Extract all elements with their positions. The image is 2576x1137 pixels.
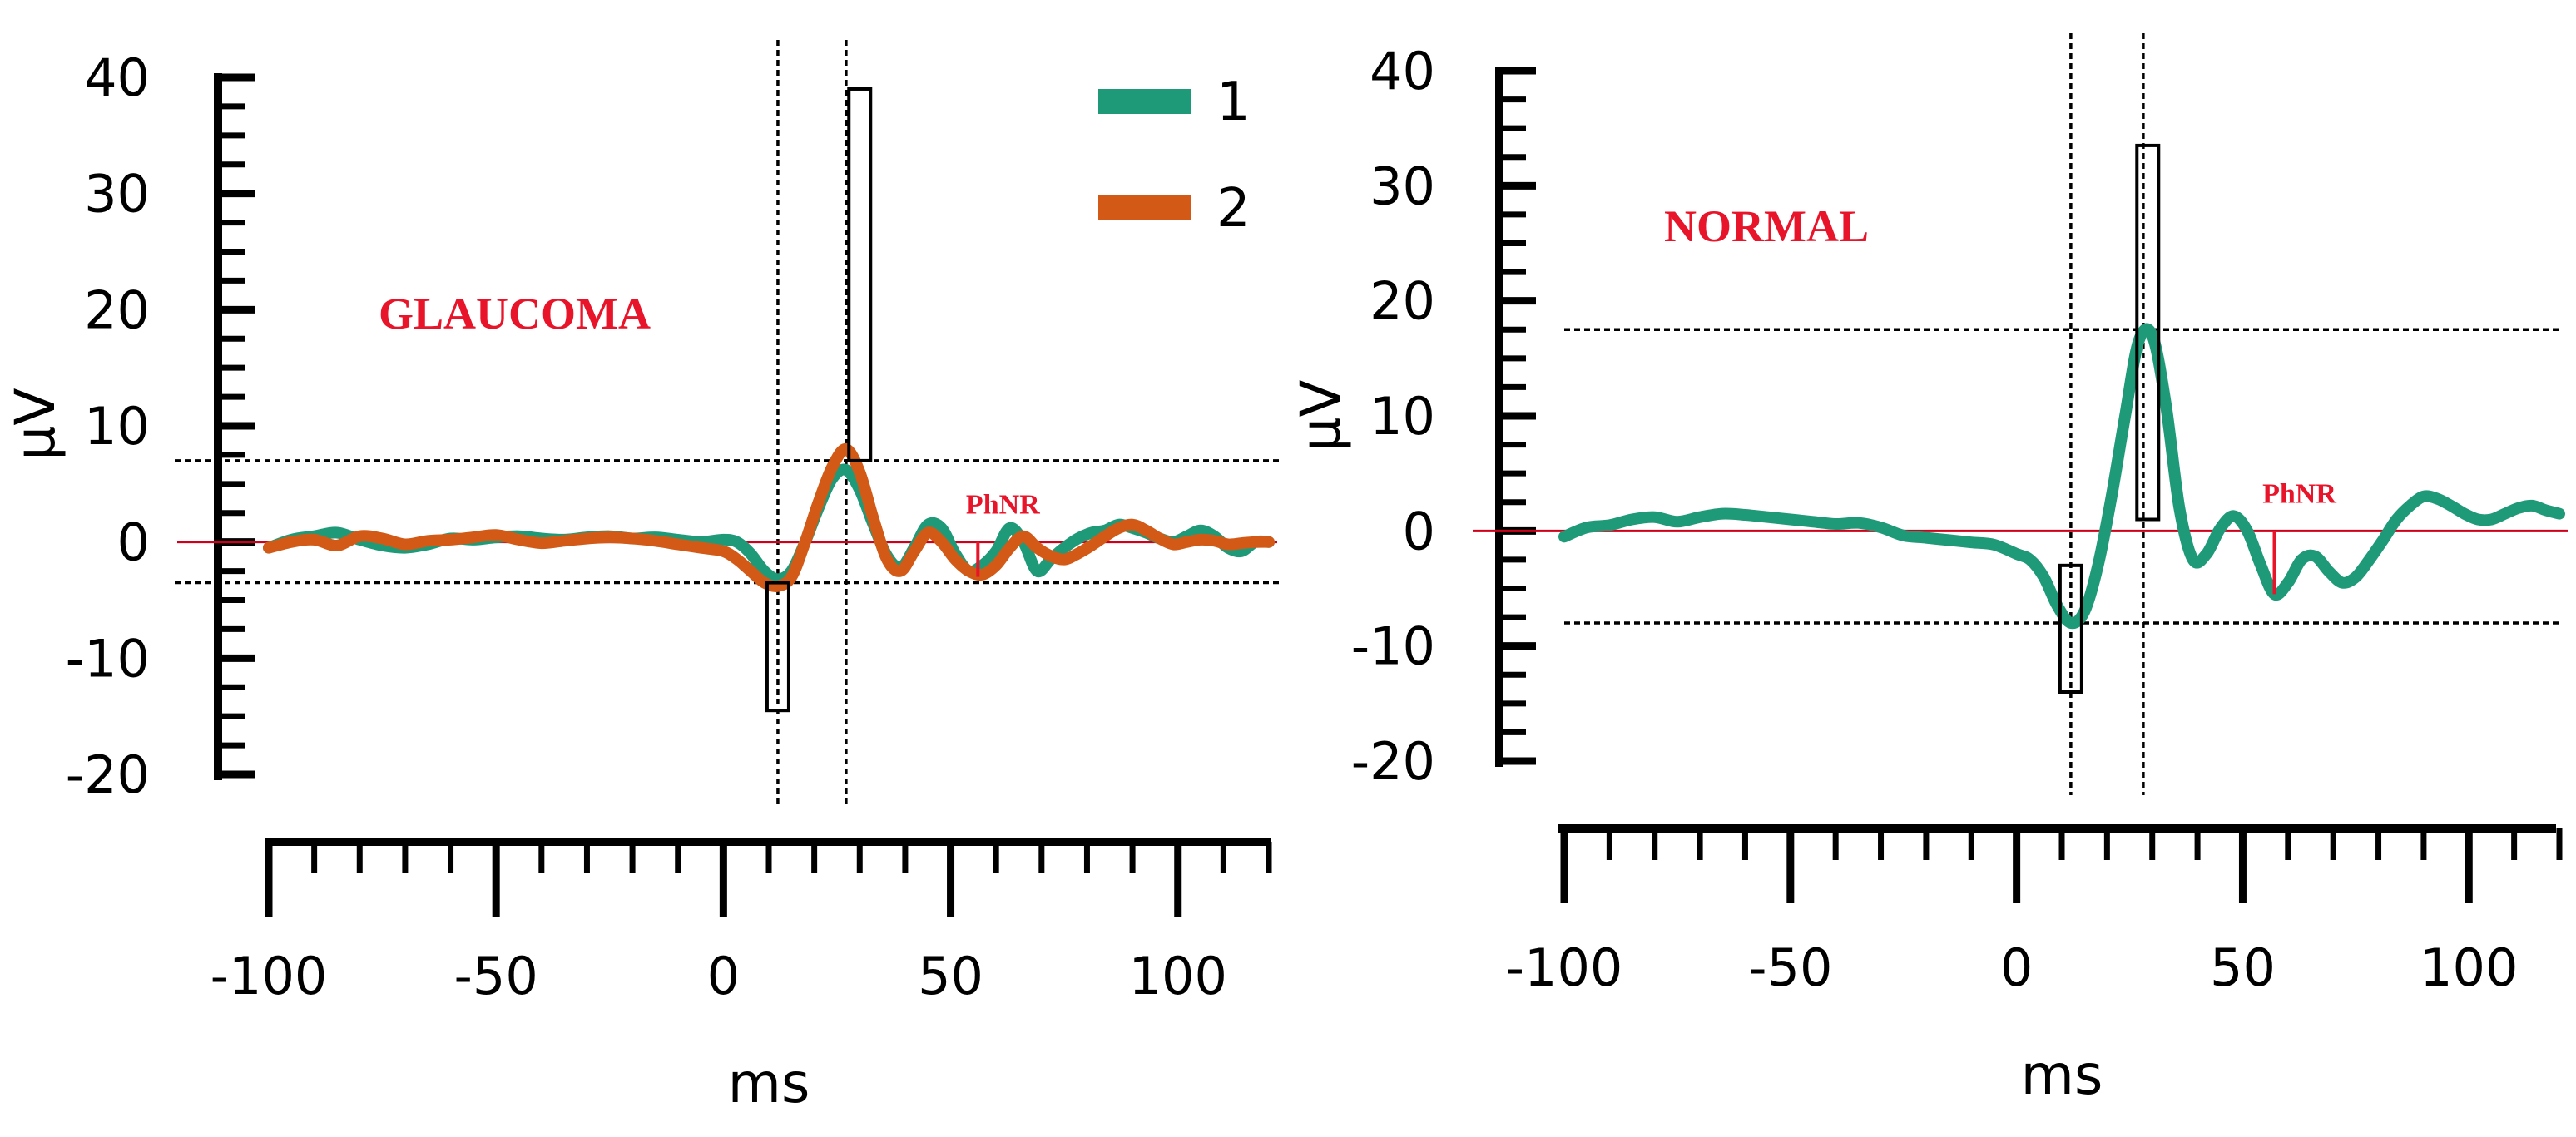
x-tick-label: -50 bbox=[454, 946, 538, 1006]
y-tick-label: 0 bbox=[1403, 501, 1435, 561]
legend: 12 bbox=[1098, 72, 1251, 240]
x-tick-label: 50 bbox=[918, 946, 983, 1006]
y-axis-title: μV bbox=[3, 388, 67, 460]
y-tick-label: 10 bbox=[1370, 386, 1435, 447]
x-tick-label: 100 bbox=[1129, 946, 1227, 1006]
x-tick-label: -100 bbox=[211, 946, 328, 1006]
series-line-2 bbox=[263, 442, 1275, 592]
y-axis-title: μV bbox=[1289, 379, 1353, 452]
amplitude-box bbox=[2135, 143, 2161, 522]
amplitude-box bbox=[2058, 563, 2083, 694]
amplitude-box bbox=[847, 87, 873, 462]
y-tick-label: -10 bbox=[1351, 616, 1435, 677]
x-tick-label: 50 bbox=[2210, 937, 2276, 998]
x-tick-label: 100 bbox=[2420, 937, 2518, 998]
x-tick-label: 0 bbox=[2000, 937, 2033, 998]
panel-title: GLAUCOMA bbox=[379, 289, 651, 339]
x-tick-label: 0 bbox=[707, 946, 740, 1006]
panel-title: NORMAL bbox=[1664, 201, 1869, 251]
y-tick-label: 20 bbox=[1370, 271, 1435, 332]
y-tick-label: -20 bbox=[1351, 731, 1435, 792]
x-axis-title: ms bbox=[2021, 1043, 2103, 1107]
y-tick-label: 20 bbox=[84, 279, 150, 340]
phnr-label: PhNR bbox=[2262, 478, 2336, 509]
y-tick-label: -20 bbox=[66, 744, 150, 805]
y-tick-label: 40 bbox=[1370, 41, 1435, 101]
y-tick-label: 30 bbox=[84, 164, 150, 225]
x-tick-label: -100 bbox=[1506, 937, 1623, 998]
y-tick-label: 30 bbox=[1370, 156, 1435, 216]
phnr-label: PhNR bbox=[966, 490, 1040, 521]
x-axis-title: ms bbox=[728, 1051, 810, 1115]
y-tick-label: 40 bbox=[84, 47, 150, 108]
series-line-1 bbox=[1558, 323, 2565, 630]
legend-label: 2 bbox=[1216, 178, 1251, 240]
y-tick-label: 10 bbox=[84, 396, 150, 457]
y-tick-label: 0 bbox=[117, 512, 150, 573]
legend-label: 1 bbox=[1216, 72, 1251, 133]
x-tick-label: -50 bbox=[1748, 937, 1832, 998]
amplitude-box bbox=[765, 581, 790, 713]
y-tick-label: -10 bbox=[66, 628, 150, 689]
